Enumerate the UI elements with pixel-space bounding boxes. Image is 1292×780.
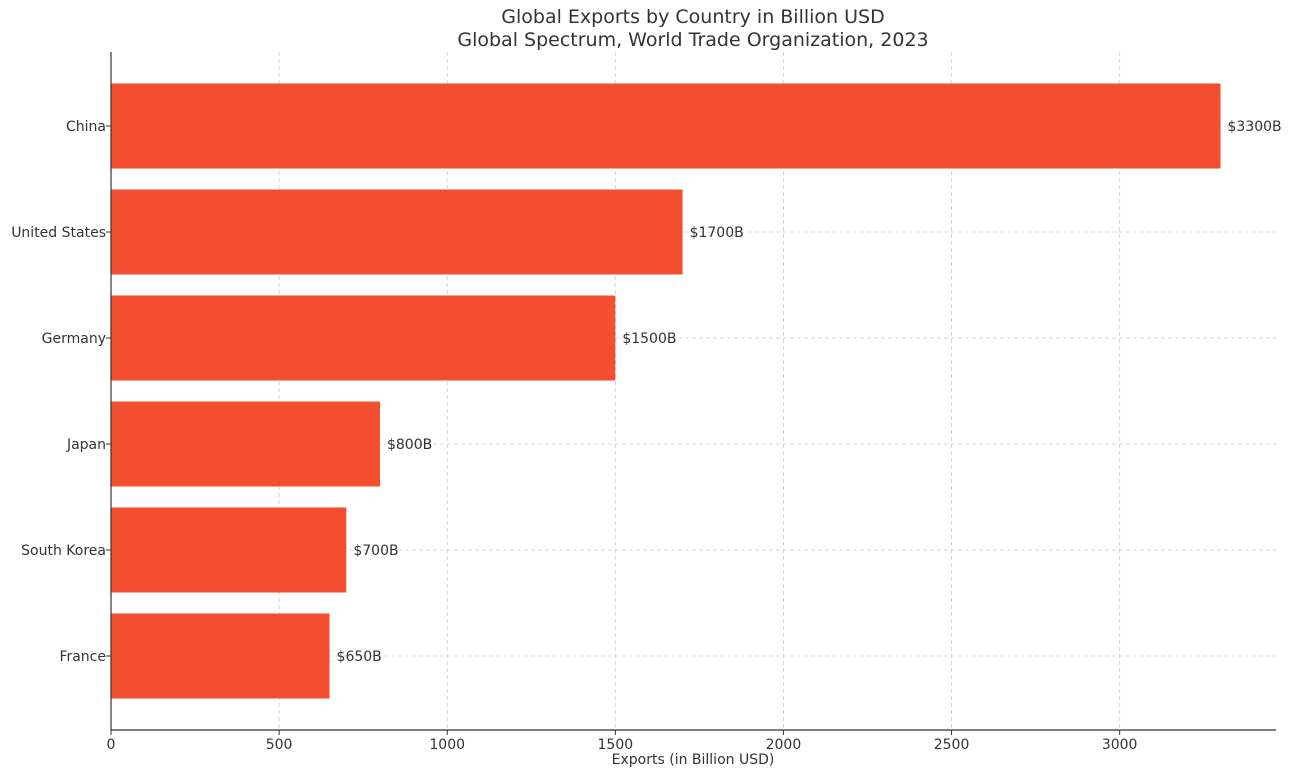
x-tick-label: 2500 (934, 737, 970, 753)
x-tick-label: 3000 (1102, 737, 1138, 753)
chart-subtitle: Global Spectrum, World Trade Organizatio… (457, 29, 928, 51)
bar (111, 401, 380, 487)
data-labels: $3300B $1700B $1500B $800B $700B $650B (337, 119, 1282, 665)
bar (111, 83, 1221, 169)
x-tick-label: 2000 (766, 737, 802, 753)
x-tick-label: 500 (266, 737, 293, 753)
bar (111, 189, 683, 275)
bar-value-label: $1700B (690, 225, 744, 241)
y-tick-label: France (59, 649, 106, 665)
bar (111, 507, 347, 593)
y-tick-label: South Korea (21, 543, 106, 559)
axes (110, 52, 1276, 731)
bar-value-label: $700B (353, 543, 398, 559)
x-tick-label: 0 (107, 737, 116, 753)
bar (111, 613, 330, 699)
bars (111, 83, 1221, 699)
chart-title: Global Exports by Country in Billion USD (501, 6, 884, 28)
bar-value-label: $650B (337, 649, 382, 665)
bar-value-label: $800B (387, 437, 432, 453)
y-tick-label: China (66, 119, 106, 135)
bar-value-label: $1500B (622, 331, 676, 347)
y-tick-label: United States (11, 225, 106, 241)
x-tick-label: 1500 (598, 737, 634, 753)
bar (111, 295, 616, 381)
y-tick-label: Japan (66, 437, 106, 453)
y-tick-label: Germany (42, 331, 106, 347)
x-tick-label: 1000 (429, 737, 465, 753)
tick-labels: 0 500 1000 1500 2000 2500 3000 China United Stat… (11, 119, 1137, 753)
x-axis-label: Exports (in Billion USD) (612, 752, 775, 768)
bar-value-label: $3300B (1228, 119, 1282, 135)
